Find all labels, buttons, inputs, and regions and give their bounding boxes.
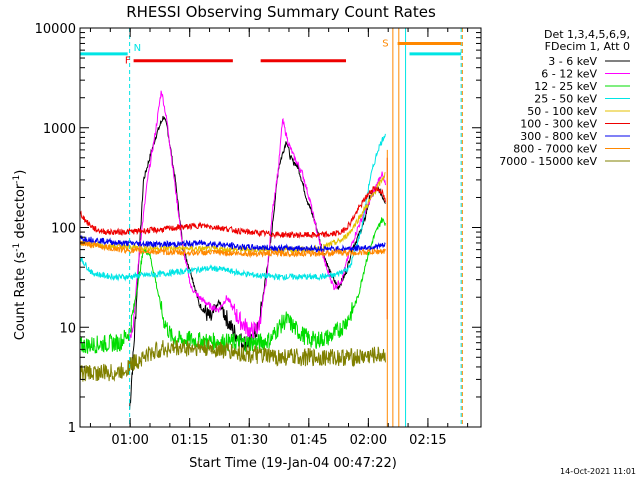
legend-label-5: 100 - 300 keV — [520, 118, 597, 131]
y-tick-label: 1 — [68, 421, 76, 436]
legend-label-3: 25 - 50 keV — [534, 93, 597, 106]
y-tick-label: 100 — [51, 222, 76, 237]
x-tick-label: 02:00 — [350, 433, 387, 448]
flag-label-S: S — [382, 38, 388, 49]
y-tick-label: 1000 — [43, 122, 76, 137]
legend-label-1: 6 - 12 keV — [541, 68, 597, 81]
legend-label-7: 800 - 7000 keV — [513, 143, 597, 156]
legend-label-0: 3 - 6 keV — [548, 55, 597, 68]
y-tick-label: 10000 — [35, 22, 76, 37]
x-tick-label: 01:45 — [290, 433, 327, 448]
x-axis-label: Start Time (19-Jan-04 00:47:22) — [189, 456, 397, 471]
legend-header-decimation: FDecim 1, Att 0 — [545, 40, 630, 53]
series-line-6 — [79, 234, 386, 254]
plot-area: NF S — [79, 28, 463, 427]
x-tick-label: 01:00 — [111, 433, 148, 448]
y-axis-label: Count Rate (s-1 detector-1) — [12, 170, 28, 341]
legend-label-4: 50 - 100 keV — [527, 105, 597, 118]
x-tick-label: 01:15 — [171, 433, 208, 448]
axes: 1 10 100 1000 10000 01:00 01:15 01:30 01:45 02:00… — [35, 22, 482, 448]
series-line-4 — [79, 172, 386, 255]
x-tick-label: 01:30 — [231, 433, 268, 448]
flag-label-F: F — [125, 56, 131, 67]
legend-label-6: 300 - 800 keV — [520, 130, 597, 143]
footer-timestamp: 14-Oct-2021 11:01 — [560, 467, 636, 476]
series-line-0 — [129, 115, 386, 410]
series-line-7 — [79, 240, 386, 259]
chart-title: RHESSI Observing Summary Count Rates — [126, 3, 436, 21]
series-line-2 — [79, 217, 386, 354]
legend-label-8: 7000 - 15000 keV — [499, 155, 597, 168]
x-tick-label: 02:15 — [409, 433, 446, 448]
legend-label-2: 12 - 25 keV — [534, 80, 597, 93]
series-line-3 — [79, 133, 386, 282]
legend-header-detectors: Det 1,3,4,5,6,9, — [544, 28, 630, 41]
series-line-5 — [79, 185, 386, 240]
legend: Det 1,3,4,5,6,9, FDecim 1, Att 0 3 - 6 k… — [499, 28, 630, 168]
series-line-1 — [129, 90, 386, 341]
flag-label-N: N — [134, 43, 141, 54]
series-line-8 — [79, 339, 386, 382]
y-tick-label: 10 — [59, 321, 76, 336]
